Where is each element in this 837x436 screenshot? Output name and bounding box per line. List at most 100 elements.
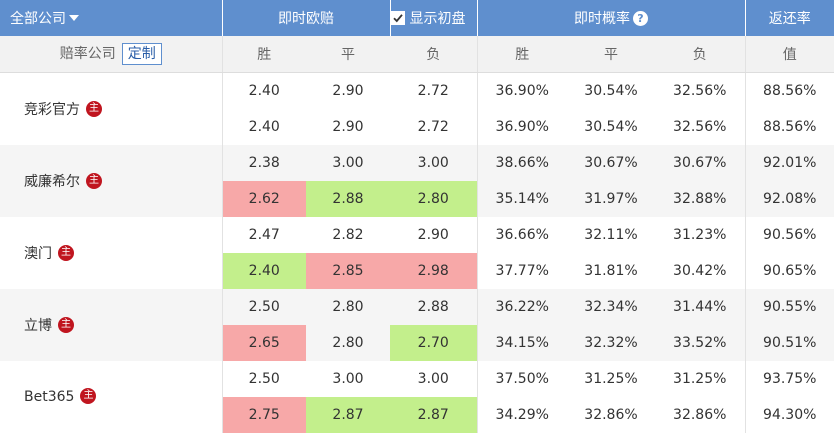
odds-draw-cell: 2.88 [306, 181, 390, 217]
bookmaker-cell[interactable]: 竞彩官方主 [0, 73, 222, 146]
odds-win-cell: 2.50 [221, 361, 306, 397]
prob-win-cell: 35.14% [476, 181, 567, 217]
odds-win-cell: 2.65 [221, 325, 306, 361]
initial-odds-row[interactable]: 澳门主 2.47 2.82 2.90 36.66% 32.11% 31.23% 90.56% [0, 217, 834, 262]
prob-draw-cell: 30.54% [584, 119, 638, 135]
odds-draw-cell: 2.82 [332, 227, 364, 243]
prob-lose-cell: 31.44% [655, 289, 745, 325]
bookmaker-cell[interactable]: 澳门主 [0, 217, 222, 289]
prob-lose-cell: 31.23% [673, 227, 727, 243]
help-icon[interactable]: ? [633, 10, 648, 26]
odds-win-cell: 2.40 [221, 253, 306, 289]
odds-draw-cell: 2.80 [306, 289, 390, 325]
odds-lose-cell: 2.72 [417, 119, 449, 135]
live-odds-row[interactable]: 2.40 2.85 2.98 37.77% 31.81% 30.42% 90.65% [0, 253, 834, 289]
odds-lose-cell: 2.98 [390, 253, 477, 289]
odds-lose-cell: 2.80 [390, 181, 477, 217]
show-initial-label: 显示初盘 [409, 11, 466, 27]
home-badge-icon: 主 [80, 388, 97, 404]
initial-odds-row[interactable]: 威廉希尔主 2.38 3.00 3.00 38.66% 30.67% 30.67% 92.01… [0, 145, 834, 217]
prob-lose-cell: 31.25% [673, 371, 727, 387]
odds-win-cell: 2.50 [221, 289, 306, 325]
prob-draw-cell: 32.86% [584, 407, 638, 423]
bookmaker-name[interactable]: 威廉希尔 [24, 174, 80, 190]
return-rate-cell: 90.55% [744, 289, 834, 325]
odds-body: 竞彩官方主 2.40 2.90 2.72 36.90% 30.54% 32.56% 88.56… [0, 72, 834, 433]
return-rate-cell: 93.75% [744, 361, 834, 397]
prob-draw-cell: 32.11% [584, 227, 638, 243]
live-odds-row[interactable]: 2.40 2.90 2.72 36.90% 30.54% 32.56% 88.56% [0, 109, 834, 145]
prob-draw-cell: 30.54% [584, 83, 638, 99]
prob-lose-cell: 32.88% [655, 181, 745, 217]
odds-lose-cell: 2.72 [417, 83, 449, 99]
live-odds-header: 即时欧赔 [222, 0, 391, 36]
prob-draw-cell: 32.32% [567, 325, 655, 361]
subheader-row: 赔率公司 定制 胜 平 负 胜 平 负 值 [0, 36, 834, 73]
col-lose-prob: 负 [655, 36, 745, 73]
prob-win-cell: 34.15% [476, 325, 567, 361]
return-rate-label: 返还率 [768, 11, 811, 27]
prob-win-cell: 37.50% [476, 361, 567, 397]
bookmaker-name[interactable]: 澳门 [24, 246, 52, 262]
return-rate-cell: 90.56% [744, 217, 834, 253]
live-prob-label: 即时概率 [574, 11, 630, 27]
odds-draw-cell: 2.90 [332, 119, 364, 135]
prob-draw-cell: 32.34% [567, 289, 655, 325]
prob-draw-cell: 31.81% [584, 263, 638, 279]
bookmaker-cell[interactable]: 威廉希尔主 [0, 145, 222, 217]
col-win-prob: 胜 [476, 36, 567, 73]
bookmaker-cell[interactable]: 立博主 [0, 289, 222, 361]
prob-lose-cell: 32.56% [673, 119, 727, 135]
prob-win-cell: 36.90% [476, 109, 567, 145]
bookmaker-label: 赔率公司 [59, 46, 116, 62]
checkbox-checked-icon[interactable] [390, 11, 405, 25]
initial-odds-row[interactable]: 竞彩官方主 2.40 2.90 2.72 36.90% 30.54% 32.56% 88.56… [0, 72, 834, 118]
odds-lose-cell: 2.88 [390, 289, 477, 325]
bookmaker-header: 赔率公司 定制 [0, 36, 222, 73]
bookmaker-cell[interactable]: Bet365 主 [0, 361, 222, 433]
odds-lose-cell: 2.90 [417, 227, 449, 243]
odds-win-cell: 2.47 [221, 217, 306, 253]
custom-button[interactable]: 定制 [121, 43, 162, 65]
odds-lose-cell: 2.70 [390, 325, 477, 361]
col-lose: 负 [390, 36, 477, 73]
live-prob-header: 即时概率? [477, 0, 746, 36]
bookmaker-name[interactable]: 竞彩官方 [24, 102, 80, 118]
live-odds-row[interactable]: 2.65 2.80 2.70 34.15% 32.32% 33.52% 90.51% [0, 325, 834, 361]
initial-odds-row[interactable]: 立博主 2.50 2.80 2.88 36.22% 32.34% 31.44% 90.55% [0, 289, 834, 361]
bookmaker-name[interactable]: Bet365 [24, 389, 75, 405]
prob-win-cell: 38.66% [476, 145, 567, 181]
prob-win-cell: 36.90% [476, 72, 567, 109]
return-rate-header: 返还率 [745, 0, 834, 36]
prob-win-cell: 37.77% [476, 253, 567, 289]
odds-win-cell: 2.40 [221, 72, 306, 109]
odds-draw-cell: 2.85 [306, 253, 390, 289]
initial-odds-row[interactable]: Bet365 主 2.50 3.00 3.00 37.50% 31.25% 31.25% 93.… [0, 361, 834, 405]
odds-lose-cell: 3.00 [417, 371, 449, 387]
live-odds-label: 即时欧赔 [278, 11, 334, 27]
col-draw-prob: 平 [567, 36, 655, 73]
home-badge-icon: 主 [86, 173, 102, 189]
prob-draw-cell: 31.25% [584, 371, 638, 387]
prob-lose-cell: 32.86% [673, 407, 727, 423]
odds-draw-cell: 3.00 [306, 145, 390, 181]
company-filter-label: 全部公司 [10, 11, 66, 27]
return-rate-cell: 88.56% [744, 109, 834, 145]
bookmaker-name[interactable]: 立博 [24, 318, 52, 334]
odds-win-cell: 2.38 [221, 145, 306, 181]
prob-win-cell: 36.66% [476, 217, 567, 253]
show-initial-toggle[interactable]: 显示初盘 [390, 0, 478, 36]
odds-win-cell: 2.75 [221, 397, 306, 433]
header-row: 全部公司 即时欧赔 显示初盘 即时概率? 返还率 [0, 0, 834, 36]
return-rate-cell: 90.65% [744, 253, 834, 289]
prob-lose-cell: 30.42% [673, 263, 727, 279]
live-odds-row[interactable]: 2.62 2.88 2.80 35.14% 31.97% 32.88% 92.08% [0, 181, 834, 217]
home-badge-icon: 主 [58, 245, 74, 261]
live-odds-row[interactable]: 2.75 2.87 2.87 34.29% 32.86% 32.86% 94.30% [0, 397, 834, 433]
odds-draw-cell: 3.00 [332, 371, 364, 387]
prob-lose-cell: 30.67% [655, 145, 745, 181]
prob-draw-cell: 30.67% [567, 145, 655, 181]
return-rate-cell: 94.30% [744, 397, 834, 433]
company-filter-dropdown[interactable]: 全部公司 [0, 0, 223, 36]
